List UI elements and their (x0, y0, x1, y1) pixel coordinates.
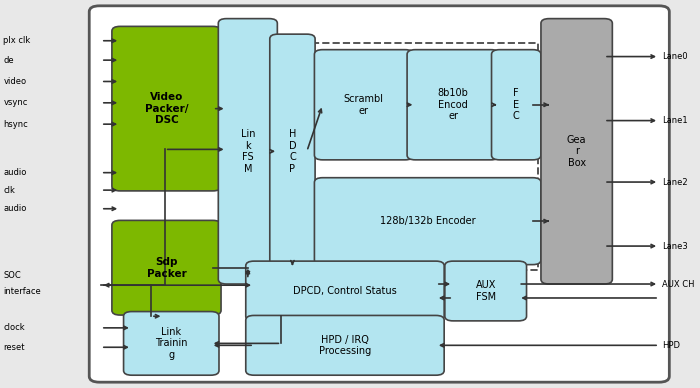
Text: Link
Trainin
g: Link Trainin g (155, 327, 188, 360)
Text: audio: audio (4, 204, 27, 213)
Text: F
E
C: F E C (513, 88, 519, 121)
Text: 128b/132b Encoder: 128b/132b Encoder (380, 216, 475, 226)
FancyBboxPatch shape (124, 312, 219, 375)
FancyBboxPatch shape (541, 19, 612, 284)
FancyBboxPatch shape (246, 315, 444, 375)
Text: clk: clk (4, 185, 15, 195)
FancyBboxPatch shape (89, 6, 669, 382)
Text: HPD: HPD (662, 341, 680, 350)
Text: Scrambl
er: Scrambl er (344, 94, 384, 116)
FancyBboxPatch shape (314, 178, 541, 265)
Text: Lane1: Lane1 (662, 116, 688, 125)
Text: Gea
r
Box: Gea r Box (567, 135, 587, 168)
FancyBboxPatch shape (407, 50, 499, 160)
Text: plx clk: plx clk (4, 36, 31, 45)
FancyBboxPatch shape (270, 34, 315, 268)
Text: DPCD, Control Status: DPCD, Control Status (293, 286, 397, 296)
Text: H
D
C
P: H D C P (288, 129, 296, 174)
Text: Lane0: Lane0 (662, 52, 688, 61)
Text: reset: reset (4, 343, 25, 352)
Text: AUX CH: AUX CH (662, 279, 695, 289)
Text: clock: clock (4, 323, 25, 333)
FancyBboxPatch shape (218, 19, 277, 284)
Text: vsync: vsync (4, 98, 28, 107)
Text: 8b10b
Encod
er: 8b10b Encod er (438, 88, 468, 121)
Text: audio: audio (4, 168, 27, 177)
Text: interface: interface (4, 286, 41, 296)
Text: video: video (4, 77, 27, 86)
Text: de: de (4, 55, 14, 65)
FancyBboxPatch shape (246, 261, 444, 321)
FancyBboxPatch shape (314, 50, 413, 160)
FancyBboxPatch shape (112, 26, 221, 191)
FancyBboxPatch shape (112, 220, 221, 315)
Text: HPD / IRQ
Processing: HPD / IRQ Processing (318, 334, 371, 356)
FancyBboxPatch shape (491, 50, 541, 160)
Text: Sdp
Packer: Sdp Packer (146, 257, 186, 279)
Text: Lin
k
FS
M: Lin k FS M (241, 129, 255, 174)
Text: Lane2: Lane2 (662, 178, 688, 187)
Text: SOC: SOC (4, 271, 21, 280)
FancyBboxPatch shape (444, 261, 526, 321)
Text: Lane3: Lane3 (662, 242, 688, 251)
Text: AUX
FSM: AUX FSM (475, 280, 496, 302)
Text: hsync: hsync (4, 120, 28, 129)
Text: Video
Packer/
DSC: Video Packer/ DSC (145, 92, 188, 125)
